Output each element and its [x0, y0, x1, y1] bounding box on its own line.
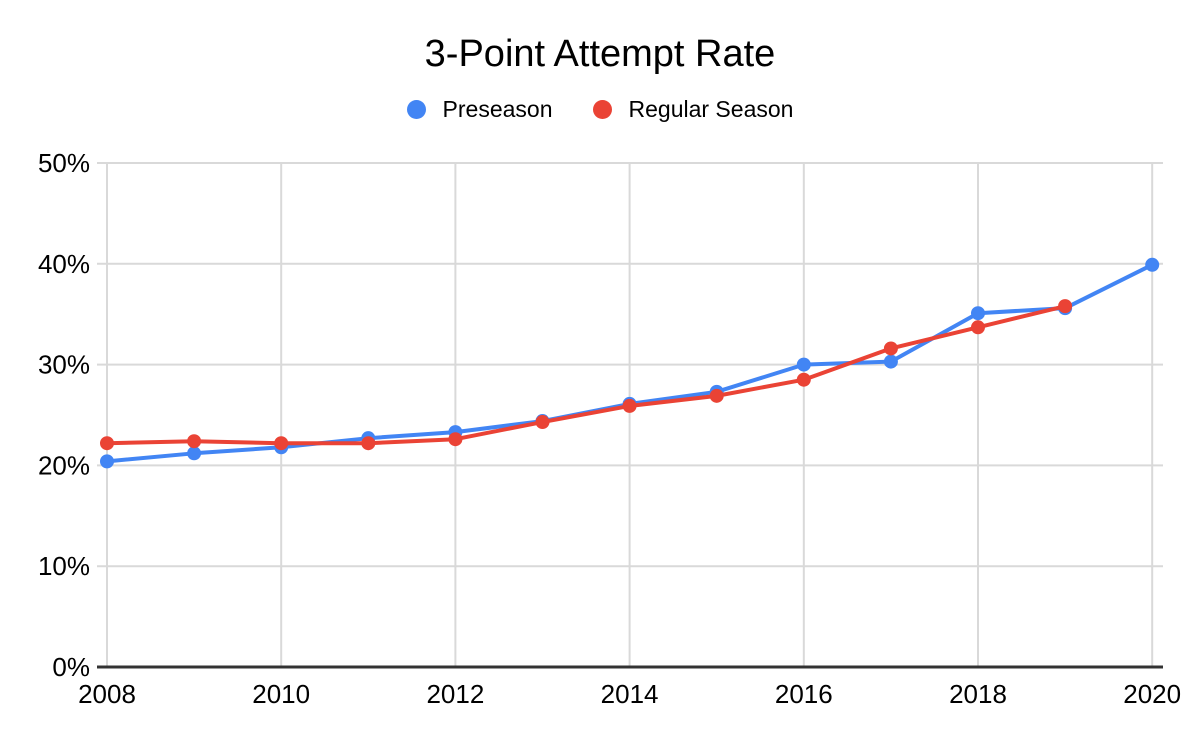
preseason-swatch-icon [406, 100, 426, 119]
data-point [709, 388, 724, 403]
x-axis-label: 2014 [601, 679, 659, 709]
y-axis-label: 30% [38, 350, 90, 380]
y-axis-label: 10% [38, 551, 90, 581]
x-axis-label: 2008 [78, 679, 136, 709]
legend-item-preseason[interactable]: Preseason [406, 96, 553, 123]
data-point [796, 357, 811, 372]
legend-label-regular-season: Regular Season [628, 96, 794, 122]
data-point [622, 398, 637, 413]
data-point [187, 446, 202, 461]
y-axis-label: 0% [52, 652, 90, 682]
x-axis-label: 2020 [1123, 679, 1181, 709]
series-line-regular-season [105, 304, 1068, 446]
data-point [971, 306, 985, 321]
data-point [1058, 299, 1073, 314]
y-axis-label: 40% [38, 249, 90, 279]
data-point [883, 354, 898, 369]
x-axis-label: 2012 [426, 679, 484, 709]
y-axis-label: 50% [38, 148, 90, 178]
x-axis-label: 2016 [775, 679, 833, 709]
data-point [1145, 257, 1160, 272]
data-point [796, 372, 811, 387]
data-point [100, 436, 114, 451]
x-axis-label: 2010 [252, 679, 310, 709]
legend: Preseason Regular Season [0, 96, 1200, 123]
regular-season-swatch-icon [592, 100, 612, 119]
data-point [187, 434, 202, 449]
y-axis-label: 20% [38, 450, 90, 480]
chart-title: 3-Point Attempt Rate [424, 33, 776, 75]
data-point [883, 341, 898, 356]
legend-item-regular-season[interactable]: Regular Season [592, 96, 794, 123]
data-point [971, 320, 985, 335]
data-point [535, 415, 550, 430]
data-point [361, 436, 376, 451]
data-point [100, 454, 114, 469]
data-point [448, 432, 463, 447]
data-point [274, 436, 289, 451]
x-axis-label: 2018 [949, 679, 1007, 709]
legend-label-preseason: Preseason [442, 96, 553, 122]
